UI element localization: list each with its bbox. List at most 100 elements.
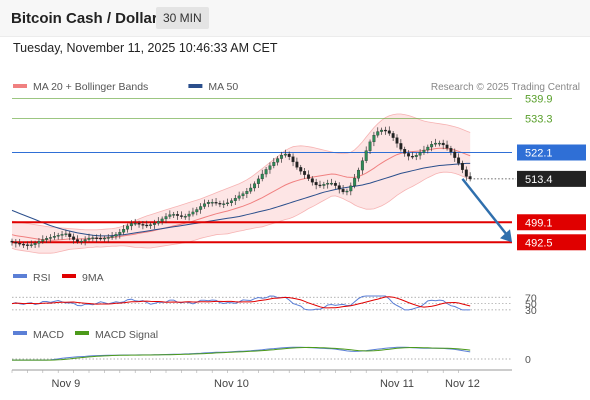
- candle-body: [41, 239, 45, 242]
- candle-body: [283, 153, 287, 156]
- candle-body: [152, 223, 156, 225]
- candle-body: [337, 185, 341, 190]
- level-label-1: 533.3: [525, 114, 553, 126]
- candle-body: [60, 234, 64, 236]
- candle-body: [460, 162, 464, 170]
- candle-body: [95, 237, 99, 239]
- candle-body: [45, 238, 49, 240]
- candle-body: [52, 236, 56, 238]
- legend-swatch-0: [13, 84, 27, 88]
- candle-body: [330, 182, 333, 185]
- rsi-level-label-1: 50: [525, 299, 537, 311]
- candle-body: [437, 142, 441, 145]
- candle-body: [56, 235, 60, 237]
- macd-legend-swatch: [13, 331, 27, 335]
- current-price-tag: [517, 170, 586, 187]
- candle-body: [418, 152, 422, 156]
- rsi-signal-legend-label: 9MA: [82, 272, 104, 284]
- candle-body: [249, 187, 253, 192]
- candle-body: [122, 229, 126, 233]
- candle-body: [83, 239, 87, 242]
- rsi-level-label-0: 70: [525, 292, 537, 304]
- candle-body: [264, 169, 268, 175]
- candle-body: [387, 130, 391, 134]
- bollinger-lower-line: [11, 171, 471, 254]
- rsi-signal-legend-swatch: [62, 274, 76, 278]
- candle-body: [322, 184, 326, 186]
- candle-body: [372, 135, 376, 143]
- legend-label-1: MA 50: [208, 81, 238, 93]
- candle-body: [303, 171, 307, 175]
- candle-body: [226, 202, 230, 205]
- candle-body: [310, 178, 314, 183]
- rsi-legend-label: RSI: [33, 272, 51, 284]
- candle-body: [137, 223, 141, 225]
- candle-body: [260, 173, 264, 180]
- candle-body: [256, 178, 260, 184]
- candle-body: [110, 236, 114, 238]
- rsi-legend-swatch: [13, 274, 27, 278]
- candle-body: [434, 142, 437, 145]
- candle-body: [218, 203, 222, 205]
- candle-body: [291, 156, 295, 163]
- candle-body: [368, 141, 372, 151]
- candle-body: [118, 232, 122, 235]
- instrument-title: Bitcoin Cash / Dollar: [11, 10, 158, 27]
- candle-body: [22, 243, 25, 246]
- legend-label-0: MA 20 + Bollinger Bands: [33, 81, 148, 93]
- candle-body: [430, 144, 434, 148]
- candle-body: [183, 216, 187, 218]
- candle-body: [253, 183, 256, 189]
- x-tick-label-1: Nov 10: [214, 378, 249, 390]
- x-tick-label-3: Nov 12: [445, 378, 480, 390]
- candle-body: [353, 178, 357, 187]
- macd-zero-label: 0: [525, 354, 531, 366]
- candle-body: [168, 214, 172, 217]
- level-label-4: 492.5: [525, 237, 553, 249]
- candle-body: [164, 216, 168, 220]
- candle-body: [376, 131, 380, 136]
- candle-body: [102, 237, 106, 240]
- candle-body: [345, 190, 349, 193]
- x-tick-label-2: Nov 11: [380, 378, 414, 390]
- candle-body: [314, 182, 318, 186]
- candle-body: [399, 143, 403, 150]
- candle-body: [18, 243, 22, 245]
- candle-body: [145, 224, 149, 227]
- level-label-2: 522.1: [525, 147, 553, 159]
- bollinger-upper-line: [11, 113, 471, 231]
- candle-body: [49, 237, 52, 239]
- rsi-line: [11, 295, 471, 311]
- candle-body: [299, 167, 303, 172]
- level-tag-2: [517, 144, 586, 161]
- chart-header: Bitcoin Cash / Dollar 30 MIN: [0, 0, 590, 37]
- ma50-line: [11, 162, 471, 237]
- candle-body: [187, 213, 191, 217]
- candle-body: [141, 224, 145, 226]
- candle-body: [306, 174, 310, 179]
- candle-body: [268, 165, 272, 170]
- candle-body: [214, 202, 218, 204]
- candle-body: [414, 155, 418, 157]
- candle-body: [326, 182, 330, 185]
- candles-group: [10, 126, 472, 250]
- candle-body: [426, 146, 430, 151]
- timeframe-button[interactable]: 30 MIN: [156, 7, 209, 29]
- candle-body: [29, 244, 33, 246]
- candle-body: [287, 153, 291, 157]
- candle-body: [237, 195, 241, 199]
- bollinger-band: [12, 114, 471, 254]
- candle-body: [68, 233, 72, 237]
- candle-body: [410, 155, 414, 158]
- candle-body: [203, 203, 206, 207]
- candle-body: [87, 237, 91, 240]
- candle-body: [33, 243, 37, 245]
- candle-body: [199, 206, 203, 210]
- candle-body: [333, 182, 337, 186]
- candle-body: [449, 148, 453, 153]
- candle-body: [276, 158, 280, 163]
- candle-body: [76, 239, 79, 242]
- candle-body: [25, 244, 29, 246]
- credit-text: Research © 2025 Trading Central: [431, 82, 580, 93]
- candle-body: [441, 142, 445, 146]
